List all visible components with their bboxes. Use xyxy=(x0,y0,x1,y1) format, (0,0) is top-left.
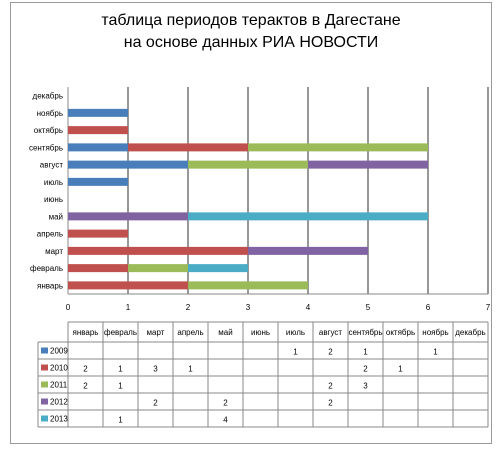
chart-title-line-2: на основе данных РИА НОВОСТИ xyxy=(123,34,379,51)
bar-2010-март xyxy=(68,246,248,255)
x-tick-label-6: 6 xyxy=(426,303,431,312)
y-tick-label-9: октябрь xyxy=(34,126,63,135)
bar-2010-январь xyxy=(68,281,188,290)
y-tick-label-5: июнь xyxy=(44,195,63,204)
bar-2009-ноябрь xyxy=(68,108,128,117)
y-tick-label-4: май xyxy=(49,212,63,221)
legend-label-2009: 2009 xyxy=(50,347,68,356)
chart-title-line-1: таблица периодов терактов в Дагестане xyxy=(101,12,401,29)
table-header-6: июль xyxy=(286,328,305,337)
bar-2010-февраль xyxy=(68,264,128,273)
bar-2013-май xyxy=(188,212,428,221)
table-header-4: май xyxy=(218,328,232,337)
table-value-2009-7: 2 xyxy=(328,348,333,357)
table-value-2012-7: 2 xyxy=(328,399,333,408)
bar-2010-октябрь xyxy=(68,126,128,135)
table-value-2010-2: 3 xyxy=(153,365,158,374)
table-value-2013-1: 1 xyxy=(118,416,123,425)
y-tick-label-1: февраль xyxy=(30,264,63,273)
table-value-2012-2: 2 xyxy=(153,399,158,408)
bar-2011-февраль xyxy=(128,264,188,273)
bar-2012-май xyxy=(68,212,188,221)
table-value-2009-10: 1 xyxy=(433,348,438,357)
x-tick-label-3: 3 xyxy=(246,303,251,312)
y-tick-label-6: июль xyxy=(44,178,63,187)
table-value-2010-1: 1 xyxy=(118,365,123,374)
table-header-0: январь xyxy=(73,328,99,337)
table-header-8: сентябрь xyxy=(348,328,382,337)
bar-2010-апрель xyxy=(68,229,128,238)
x-tick-label-4: 4 xyxy=(306,303,311,312)
bar-2012-август xyxy=(308,160,428,169)
table-header-9: октябрь xyxy=(386,328,415,337)
legend-swatch-2012 xyxy=(41,398,48,405)
y-tick-label-7: август xyxy=(40,161,64,170)
table-value-2010-3: 1 xyxy=(188,365,193,374)
table-header-1: февраль xyxy=(104,328,137,337)
bar-2009-июль xyxy=(68,177,128,186)
legend-swatch-2009 xyxy=(41,347,48,354)
legend-label-2012: 2012 xyxy=(50,398,68,407)
table-value-2011-1: 1 xyxy=(118,382,123,391)
bar-2009-сентябрь xyxy=(68,143,128,152)
table-header-5: июнь xyxy=(251,328,270,337)
table-header-3: апрель xyxy=(177,328,203,337)
table-value-2013-4: 4 xyxy=(223,416,228,425)
table-header-7: август xyxy=(319,328,343,337)
bar-2012-март xyxy=(248,246,368,255)
legend-swatch-2011 xyxy=(41,381,48,388)
table-header-2: март xyxy=(147,328,165,337)
x-tick-label-5: 5 xyxy=(366,303,371,312)
table-value-2009-8: 1 xyxy=(363,348,368,357)
legend-swatch-2013 xyxy=(41,415,48,422)
table-value-2012-4: 2 xyxy=(223,399,228,408)
y-tick-label-8: сентябрь xyxy=(29,143,63,152)
y-tick-label-11: декабрь xyxy=(33,92,63,101)
legend-swatch-2010 xyxy=(41,364,48,371)
table-value-2010-8: 2 xyxy=(363,365,368,374)
table-value-2011-8: 3 xyxy=(363,382,368,391)
x-tick-label-0: 0 xyxy=(66,303,71,312)
y-tick-label-3: апрель xyxy=(37,230,63,239)
legend-label-2013: 2013 xyxy=(50,415,68,424)
table-value-2011-0: 2 xyxy=(83,382,88,391)
chart-frame xyxy=(10,2,492,444)
bar-2010-сентябрь xyxy=(128,143,248,152)
x-tick-label-2: 2 xyxy=(186,303,191,312)
table-value-2011-7: 2 xyxy=(328,382,333,391)
table-value-2010-0: 2 xyxy=(83,365,88,374)
y-tick-label-10: ноябрь xyxy=(37,109,63,118)
y-tick-label-2: март xyxy=(45,247,63,256)
table-header-10: ноябрь xyxy=(422,328,448,337)
table-value-2010-9: 1 xyxy=(398,365,403,374)
x-tick-label-1: 1 xyxy=(126,303,131,312)
bar-2009-август xyxy=(68,160,188,169)
bar-2013-февраль xyxy=(188,264,248,273)
legend-label-2011: 2011 xyxy=(50,381,68,390)
y-tick-label-0: январь xyxy=(37,281,63,290)
bar-2011-сентябрь xyxy=(248,143,428,152)
x-tick-label-7: 7 xyxy=(486,303,491,312)
table-value-2009-6: 1 xyxy=(293,348,298,357)
legend-label-2010: 2010 xyxy=(50,364,68,373)
bar-2011-январь xyxy=(188,281,308,290)
table-header-11: декабрь xyxy=(455,328,485,337)
bar-2011-август xyxy=(188,160,308,169)
